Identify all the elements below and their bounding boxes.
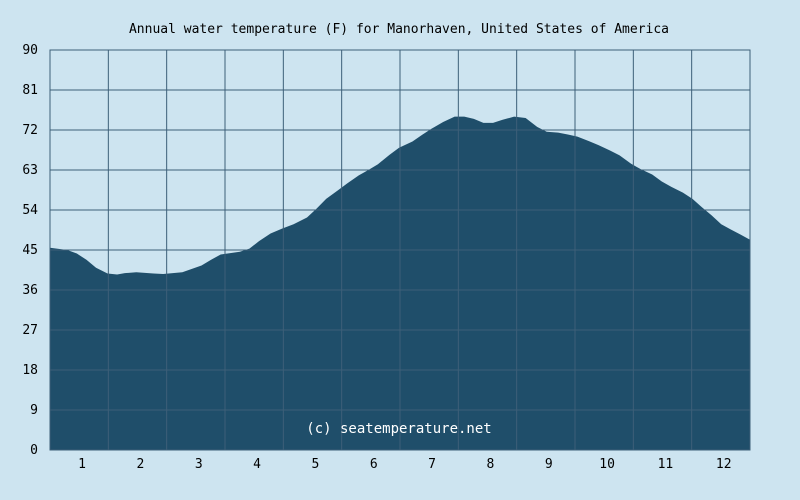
x-tick-label: 5	[312, 457, 320, 472]
x-tick-label: 4	[253, 457, 261, 472]
x-tick-label: 10	[599, 457, 615, 472]
x-tick-label: 6	[370, 457, 378, 472]
y-tick-label: 36	[22, 283, 38, 298]
x-tick-label: 9	[545, 457, 553, 472]
plot-border	[49, 49, 751, 451]
y-axis-ticks: 0 9 18 27 36 45 54 63 72 81 90	[22, 43, 38, 458]
x-axis-ticks: 1 2 3 4 5 6 7 8 9 10 11 12	[78, 457, 731, 472]
y-tick-label: 81	[22, 83, 38, 98]
chart-title: Annual water temperature (F) for Manorha…	[129, 22, 669, 37]
y-tick-label: 63	[22, 163, 38, 178]
y-tick-label: 27	[22, 323, 38, 338]
y-tick-label: 90	[22, 43, 38, 58]
x-tick-label: 12	[716, 457, 732, 472]
x-tick-label: 1	[78, 457, 86, 472]
x-tick-label: 3	[195, 457, 203, 472]
y-tick-label: 18	[22, 363, 38, 378]
y-tick-label: 0	[30, 443, 38, 458]
y-tick-label: 9	[30, 403, 38, 418]
x-tick-label: 2	[137, 457, 145, 472]
y-tick-label: 54	[22, 203, 38, 218]
x-tick-label: 11	[658, 457, 674, 472]
y-tick-label: 72	[22, 123, 38, 138]
x-tick-label: 7	[428, 457, 436, 472]
x-tick-label: 8	[487, 457, 495, 472]
watermark: (c) seatemperature.net	[306, 421, 491, 437]
plot-area	[49, 49, 751, 451]
y-tick-label: 45	[22, 243, 38, 258]
